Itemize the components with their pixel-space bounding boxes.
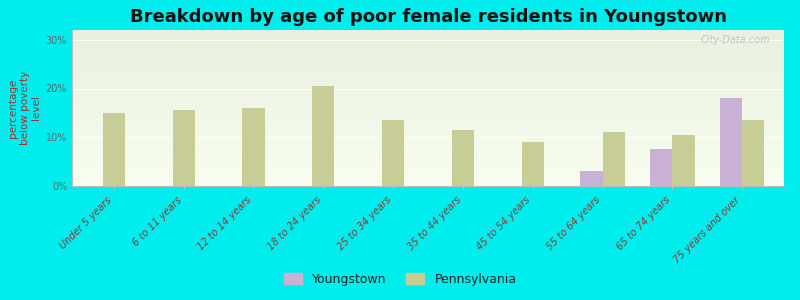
Bar xyxy=(312,86,334,186)
Text: City-Data.com: City-Data.com xyxy=(700,35,770,45)
Bar xyxy=(672,135,694,186)
Bar xyxy=(242,108,265,186)
Bar xyxy=(382,120,404,186)
Bar xyxy=(602,132,625,186)
Bar xyxy=(452,130,474,186)
Bar xyxy=(742,120,765,186)
Bar xyxy=(173,110,195,186)
Bar xyxy=(580,171,602,186)
Legend: Youngstown, Pennsylvania: Youngstown, Pennsylvania xyxy=(278,268,522,291)
Y-axis label: percentage
below poverty
level: percentage below poverty level xyxy=(8,71,42,145)
Bar xyxy=(102,113,125,186)
Title: Breakdown by age of poor female residents in Youngstown: Breakdown by age of poor female resident… xyxy=(130,8,726,26)
Bar xyxy=(650,149,672,186)
Bar xyxy=(522,142,544,186)
Bar xyxy=(720,98,742,186)
